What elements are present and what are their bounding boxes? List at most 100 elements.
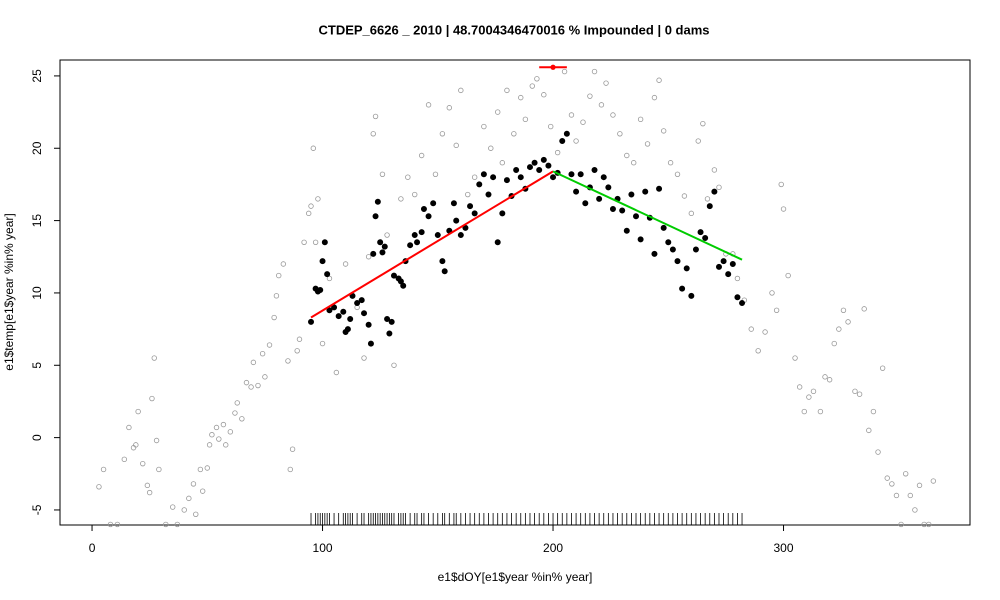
open-point <box>898 521 904 528</box>
open-point <box>916 482 923 489</box>
open-point <box>499 160 506 166</box>
open-point <box>810 388 817 395</box>
filled-point <box>623 227 630 234</box>
x-tick-label: 100 <box>313 541 333 555</box>
filled-point <box>319 258 326 265</box>
filled-point <box>729 260 736 267</box>
open-point <box>271 314 277 321</box>
open-point <box>149 395 155 402</box>
filled-point <box>683 265 690 272</box>
open-point <box>266 342 273 348</box>
open-point <box>644 141 651 147</box>
open-point <box>688 210 695 217</box>
filled-point <box>381 243 388 250</box>
open-point <box>471 174 478 180</box>
filled-point <box>582 200 589 207</box>
open-point <box>204 465 210 471</box>
filled-point <box>600 174 607 181</box>
y-tick-label: 20 <box>30 141 44 155</box>
open-point <box>912 507 918 513</box>
filled-point <box>711 188 718 195</box>
open-point <box>259 350 266 357</box>
y-tick-label: -5 <box>30 504 44 515</box>
filled-point <box>715 263 722 270</box>
open-point <box>213 424 220 431</box>
open-point <box>840 307 847 313</box>
filled-point <box>559 138 566 145</box>
open-point <box>610 112 616 118</box>
open-point <box>889 481 895 487</box>
filled-point <box>725 271 732 278</box>
filled-point <box>573 188 580 195</box>
highlight-point <box>550 64 556 70</box>
open-point <box>902 471 909 477</box>
filled-point <box>476 181 483 188</box>
filled-point <box>317 287 324 294</box>
filled-point <box>720 258 727 265</box>
filled-point <box>390 272 397 279</box>
filled-point <box>370 250 377 257</box>
open-point <box>146 489 153 496</box>
open-point <box>144 482 151 489</box>
filled-point <box>591 166 598 173</box>
open-point <box>372 113 379 120</box>
filled-point <box>326 307 333 314</box>
filled-point <box>439 258 446 265</box>
open-point <box>568 112 575 118</box>
x-axis-label: e1$dOY[e1$year %in% year] <box>438 570 593 584</box>
filled-point <box>550 174 557 181</box>
open-point <box>548 123 554 130</box>
open-point <box>153 437 160 444</box>
filled-point <box>609 206 616 213</box>
filled-point <box>734 294 741 301</box>
open-point <box>711 167 718 173</box>
open-point <box>140 460 146 467</box>
open-point <box>748 326 754 332</box>
open-point <box>926 521 932 528</box>
open-point <box>465 191 471 198</box>
open-point <box>778 181 784 188</box>
open-point <box>174 521 181 528</box>
filled-point <box>367 340 374 347</box>
filled-point <box>540 156 547 163</box>
open-point <box>875 449 881 455</box>
open-point <box>534 76 540 82</box>
filled-point <box>619 207 626 214</box>
open-point <box>734 275 741 282</box>
open-point <box>495 109 501 115</box>
filled-point <box>642 188 649 195</box>
chart-title: CTDEP_6626 _ 2010 | 48.7004346470016 % I… <box>319 22 710 37</box>
filled-point <box>388 318 395 325</box>
open-point <box>223 442 229 448</box>
open-point <box>186 495 192 502</box>
x-tick-label: 300 <box>774 541 794 555</box>
open-point <box>806 394 812 400</box>
open-point <box>762 329 768 335</box>
open-point <box>785 272 791 279</box>
y-axis-label: e1$temp[e1$year %in% year] <box>2 213 16 370</box>
open-point <box>301 239 307 245</box>
open-point <box>831 340 837 347</box>
open-point <box>458 87 464 94</box>
open-point <box>554 149 561 156</box>
open-point <box>315 196 321 202</box>
filled-point <box>471 210 478 217</box>
filled-point <box>633 213 640 220</box>
filled-point <box>517 174 524 181</box>
open-point <box>250 359 257 366</box>
open-point <box>488 145 494 151</box>
filled-point <box>384 315 391 322</box>
filled-point <box>340 308 347 315</box>
open-point <box>700 120 706 127</box>
open-point <box>248 384 254 390</box>
filled-point <box>660 224 667 231</box>
filled-point <box>434 232 441 239</box>
open-point <box>884 475 890 481</box>
open-point <box>199 488 206 494</box>
open-point <box>342 261 349 267</box>
filled-point <box>688 292 695 299</box>
open-point <box>239 416 245 422</box>
open-point <box>310 145 317 151</box>
